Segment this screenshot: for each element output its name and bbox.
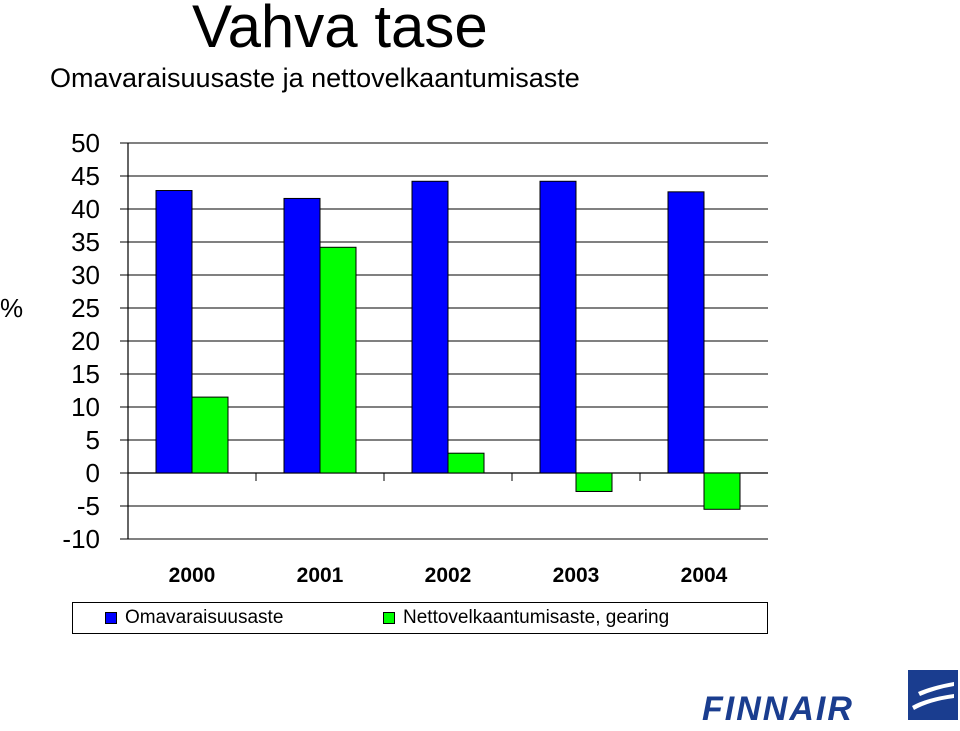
- bar-2001-series-1: [283, 197, 321, 474]
- legend-swatch-green: [383, 612, 395, 624]
- y-tick-label: 0: [86, 458, 100, 488]
- y-tick-label: 5: [86, 425, 100, 455]
- y-tick-label: 35: [71, 227, 100, 257]
- y-tick-label: -10: [62, 524, 100, 554]
- x-tick-label: 2004: [681, 564, 728, 587]
- logo-wordmark: FINNAIR: [702, 690, 854, 726]
- bar-2004-series-1: [667, 191, 705, 474]
- legend-label: Nettovelkaantumisaste, gearing: [403, 607, 670, 628]
- y-tick-label: 50: [71, 128, 100, 158]
- x-tick-label: 2002: [425, 564, 472, 587]
- bar-2003-series-1: [539, 180, 577, 474]
- page-title: Vahva tase: [192, 0, 488, 60]
- bar-2002-series-1: [411, 180, 449, 474]
- y-tick-label: 40: [71, 194, 100, 224]
- legend-item-gearing: Nettovelkaantumisaste, gearing: [383, 607, 669, 629]
- y-tick-label: 20: [71, 326, 100, 356]
- y-tick-label: 45: [71, 161, 100, 191]
- legend-label: Omavaraisuusaste: [125, 607, 284, 628]
- y-tick-label: 15: [71, 359, 100, 389]
- bar-2004-series-2: [703, 472, 741, 510]
- y-tick-label: 10: [71, 392, 100, 422]
- bar-2000-series-2: [191, 396, 229, 474]
- y-tick-label: -5: [77, 491, 100, 521]
- finnair-logo: FINNAIR: [698, 668, 960, 728]
- page-subtitle: Omavaraisuusaste ja nettovelkaantumisast…: [50, 63, 580, 93]
- legend-swatch-blue: [105, 612, 117, 624]
- x-tick-label: 2001: [297, 564, 344, 587]
- legend-item-omavaraisuusaste: Omavaraisuusaste: [105, 607, 283, 629]
- finnair-logo-icon: FINNAIR: [702, 670, 958, 728]
- bar-2001-series-2: [319, 246, 357, 474]
- y-tick-label: 30: [71, 260, 100, 290]
- bar-2003-series-2: [575, 472, 613, 492]
- x-tick-label: 2003: [553, 564, 600, 587]
- y-tick-label: 25: [71, 293, 100, 323]
- chart-legend: Omavaraisuusaste Nettovelkaantumisaste, …: [72, 602, 768, 634]
- x-tick-label: 2000: [169, 564, 216, 587]
- bar-2002-series-2: [447, 452, 485, 474]
- y-axis-label: %: [0, 293, 23, 323]
- bar-2000-series-1: [155, 190, 193, 474]
